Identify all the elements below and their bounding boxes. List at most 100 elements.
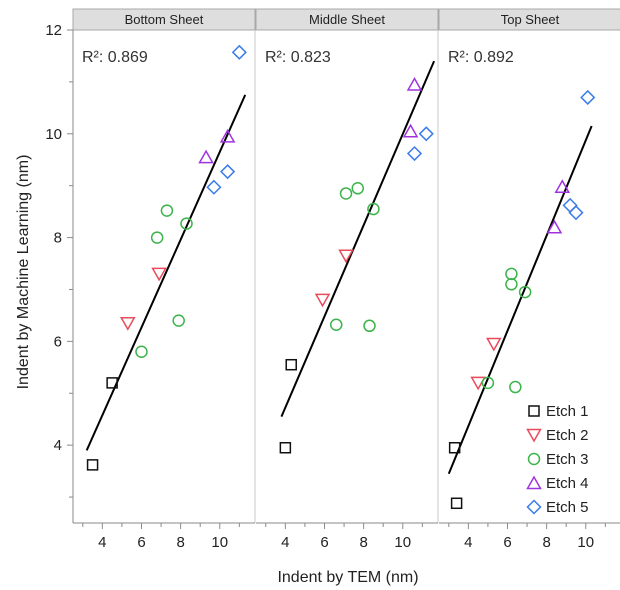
data-point (329, 318, 343, 332)
series-etch-4 (198, 128, 236, 164)
data-point (172, 314, 185, 327)
series-etch-3 (329, 182, 380, 333)
data-point (486, 337, 502, 352)
series-etch-4 (546, 179, 571, 234)
y-axis-title: Indent by Machine Learning (nm) (15, 155, 32, 390)
legend-label: Etch 4 (546, 475, 589, 492)
data-point (206, 179, 222, 195)
data-point (220, 164, 236, 180)
x-tick-label: 10 (211, 534, 228, 551)
y-tick-label: 12 (45, 22, 62, 39)
legend-marker (526, 499, 542, 515)
panel-2: Top Sheet 4 6 8 10 R²: 0.892 (438, 8, 620, 551)
series-etch-5 (206, 44, 247, 195)
data-point (160, 204, 174, 217)
series-etch-2 (120, 267, 167, 331)
series-etch-4 (402, 76, 423, 138)
data-point (448, 442, 461, 454)
panel-strip (72, 8, 256, 31)
data-point (568, 205, 584, 221)
data-point (402, 123, 419, 138)
x-tick-label: 8 (359, 534, 367, 551)
data-point (219, 128, 236, 143)
data-point (279, 442, 292, 454)
data-point (509, 380, 522, 394)
data-point (231, 44, 247, 60)
panel-1: Middle Sheet 4 6 8 10 R²: 0.823 (255, 8, 439, 551)
data-point (363, 319, 376, 333)
data-point (562, 197, 578, 213)
y-axis: 4 6 8 10 12 (45, 22, 74, 523)
x-tick-label: 4 (98, 534, 106, 551)
y-tick-label: 4 (54, 437, 62, 454)
series-etch-3 (135, 204, 193, 358)
y-tick-label: 8 (54, 230, 62, 247)
x-tick-label: 4 (464, 534, 472, 551)
legend-marker (526, 428, 542, 443)
panel-strip (438, 8, 620, 31)
data-point (198, 149, 214, 164)
panel-0: Bottom Sheet 4 6 8 10 R²: 0.869 (72, 8, 256, 551)
data-point (505, 278, 518, 291)
data-point (86, 459, 99, 471)
panel-title: Bottom Sheet (125, 12, 204, 27)
data-point (106, 377, 118, 389)
plot-layer: Bottom Sheet 4 6 8 10 R²: 0.869 Middle Sheet 4 6… (45, 8, 620, 551)
x-tick-label: 4 (281, 534, 289, 551)
series-etch-3 (481, 267, 532, 394)
series-etch-1 (279, 358, 297, 454)
series-etch-2 (470, 337, 502, 391)
data-point (120, 316, 136, 331)
r2-label: R²: 0.892 (448, 49, 514, 66)
data-point (150, 231, 164, 244)
x-tick-label: 10 (394, 534, 411, 551)
panel-title: Middle Sheet (309, 12, 385, 27)
legend-label: Etch 1 (546, 403, 589, 420)
legend-label: Etch 3 (546, 451, 589, 468)
legend: Etch 1 Etch 2 Etch 3 Etch 4 Etch 5 (526, 403, 589, 516)
data-point (406, 76, 423, 91)
data-point (580, 89, 596, 106)
series-etch-1 (86, 377, 118, 471)
data-point (470, 376, 486, 391)
r2-label: R²: 0.869 (82, 49, 148, 66)
y-tick-label: 6 (54, 333, 62, 350)
data-point (367, 202, 380, 216)
x-tick-label: 10 (577, 534, 594, 551)
data-point (546, 219, 563, 234)
legend-marker (527, 452, 541, 466)
data-point (481, 376, 495, 390)
legend-label: Etch 2 (546, 427, 589, 444)
fit-line (85, 94, 247, 451)
data-point (351, 182, 365, 195)
legend-marker (528, 405, 540, 417)
data-point (338, 249, 354, 264)
series-etch-5 (562, 89, 596, 221)
panel-title: Top Sheet (501, 12, 560, 27)
x-tick-label: 6 (137, 534, 145, 551)
legend-marker (526, 475, 542, 490)
data-point (450, 497, 463, 510)
series-etch-5 (406, 126, 434, 162)
data-point (285, 358, 297, 371)
data-point (339, 187, 353, 200)
x-tick-label: 6 (320, 534, 328, 551)
r2-label: R²: 0.823 (265, 49, 331, 66)
x-axis-title: Indent by TEM (nm) (277, 569, 418, 586)
series-etch-2 (314, 249, 354, 308)
data-point (151, 267, 167, 282)
fit-line (447, 125, 593, 475)
data-point (505, 267, 518, 281)
data-point (135, 345, 148, 358)
legend-label: Etch 5 (546, 499, 589, 516)
data-point (518, 285, 532, 299)
series-etch-1 (448, 442, 463, 510)
data-point (406, 145, 423, 162)
data-point (180, 217, 193, 230)
data-point (418, 126, 434, 142)
panel-strip (255, 8, 439, 31)
y-tick-label: 10 (45, 126, 62, 143)
fit-line (280, 60, 436, 418)
data-point (554, 179, 571, 193)
